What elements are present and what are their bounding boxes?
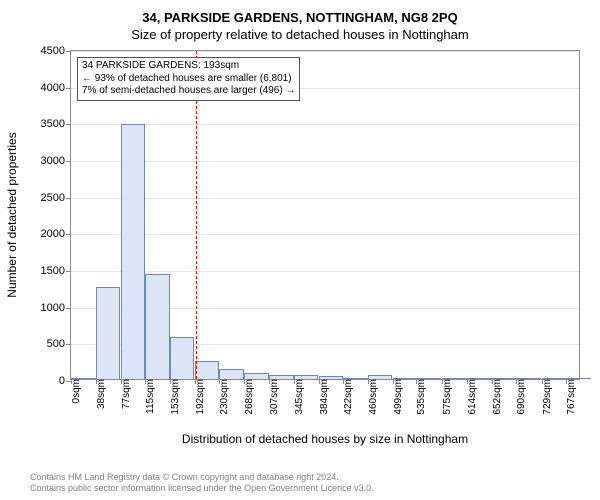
chart-title-sub: Size of property relative to detached ho… — [0, 25, 600, 42]
histogram-bar — [96, 287, 121, 379]
annotation-line: 7% of semi-detached houses are larger (4… — [82, 85, 295, 98]
histogram-bar — [121, 124, 146, 379]
histogram-bar — [170, 337, 195, 379]
footer-line: Contains public sector information licen… — [30, 483, 600, 494]
x-tick-label: 115sqm — [141, 379, 156, 414]
histogram-bar — [145, 274, 170, 379]
y-axis-label: Number of detached properties — [5, 132, 19, 297]
y-tick-label: 2000 — [41, 228, 71, 240]
gridline — [71, 234, 579, 235]
x-tick-label: 230sqm — [215, 379, 230, 415]
y-tick-label: 4000 — [41, 82, 71, 94]
y-tick-label: 1500 — [41, 265, 71, 277]
histogram-bar — [195, 361, 220, 379]
x-tick-label: 268sqm — [240, 379, 255, 415]
x-tick-label: 0sqm — [67, 379, 82, 403]
x-tick-label: 535sqm — [412, 379, 427, 415]
x-tick-label: 38sqm — [92, 379, 107, 409]
chart-title-main: 34, PARKSIDE GARDENS, NOTTINGHAM, NG8 2P… — [0, 0, 600, 25]
x-tick-label: 384sqm — [315, 379, 330, 415]
y-tick-label: 3000 — [41, 155, 71, 167]
annotation-line: 34 PARKSIDE GARDENS: 193sqm — [82, 60, 295, 73]
x-tick-label: 690sqm — [512, 379, 527, 415]
histogram-bar — [219, 369, 244, 379]
x-tick-label: 460sqm — [364, 379, 379, 415]
y-tick-label: 500 — [47, 338, 71, 350]
annotation-box: 34 PARKSIDE GARDENS: 193sqm ← 93% of det… — [77, 57, 300, 101]
x-axis-label: Distribution of detached houses by size … — [70, 432, 580, 446]
plot-area: 0500100015002000250030003500400045000sqm… — [70, 50, 580, 380]
x-tick-label: 345sqm — [290, 379, 305, 415]
y-tick-label: 4500 — [41, 45, 71, 57]
x-tick-label: 77sqm — [117, 379, 132, 409]
gridline — [71, 124, 579, 125]
x-tick-label: 652sqm — [488, 379, 503, 415]
x-tick-label: 575sqm — [438, 379, 453, 415]
x-tick-label: 307sqm — [265, 379, 280, 415]
y-tick-label: 2500 — [41, 192, 71, 204]
gridline — [71, 271, 579, 272]
gridline — [71, 51, 579, 52]
gridline — [71, 198, 579, 199]
x-tick-label: 614sqm — [463, 379, 478, 415]
x-tick-label: 153sqm — [166, 379, 181, 415]
footer-line: Contains HM Land Registry data © Crown c… — [30, 472, 600, 483]
x-tick-label: 729sqm — [538, 379, 553, 415]
x-tick-label: 192sqm — [191, 379, 206, 415]
x-tick-label: 767sqm — [562, 379, 577, 415]
footer-attribution: Contains HM Land Registry data © Crown c… — [0, 472, 600, 495]
x-tick-label: 499sqm — [389, 379, 404, 415]
gridline — [71, 161, 579, 162]
y-tick-label: 1000 — [41, 302, 71, 314]
annotation-line: ← 93% of detached houses are smaller (6,… — [82, 73, 295, 86]
chart-container: 34, PARKSIDE GARDENS, NOTTINGHAM, NG8 2P… — [0, 0, 600, 500]
x-tick-label: 422sqm — [339, 379, 354, 415]
y-tick-label: 3500 — [41, 118, 71, 130]
